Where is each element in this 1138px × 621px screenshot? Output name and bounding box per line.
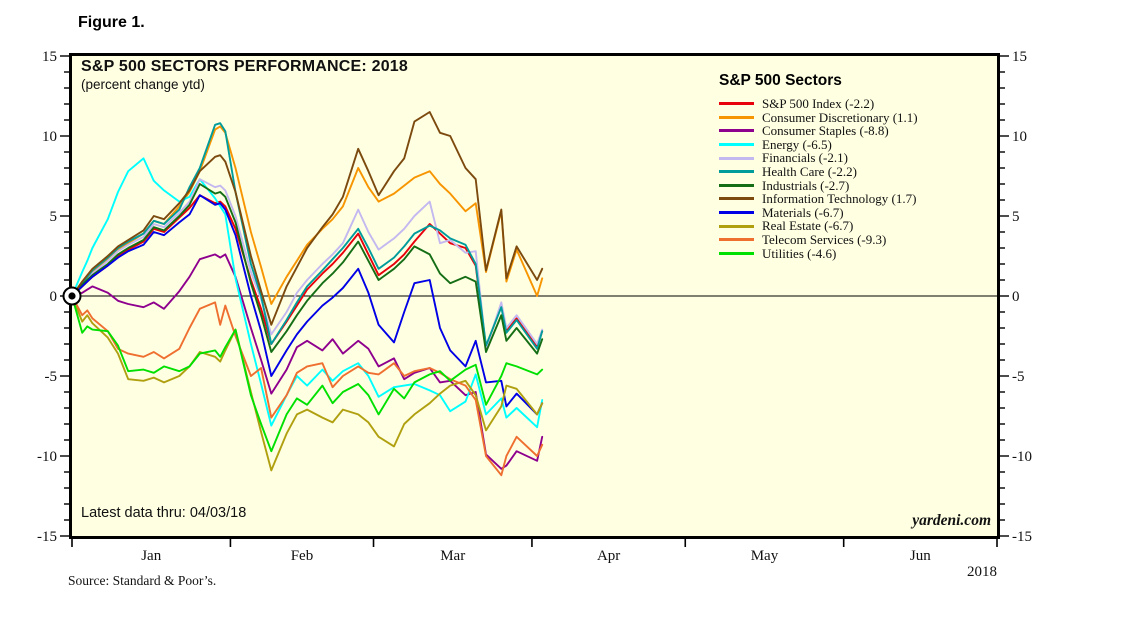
series-line (71, 295, 544, 477)
legend-label: Health Care (-2.2) (762, 163, 857, 179)
legend-label: Energy (-6.5) (762, 136, 832, 152)
svg-text:10: 10 (1012, 129, 1027, 145)
chart-subtitle: (percent change ytd) (81, 77, 205, 92)
series-line (71, 183, 544, 355)
svg-text:-10: -10 (37, 449, 57, 465)
legend-label: Industrials (-2.7) (762, 177, 850, 193)
legend: S&P 500 Sectors S&P 500 Index (-2.2) Cons… (719, 72, 918, 260)
source-note: Source: Standard & Poor’s. (68, 573, 217, 588)
legend-label: S&P 500 Index (-2.2) (762, 96, 875, 111)
legend-title: S&P 500 Sectors (719, 72, 842, 89)
svg-text:15: 15 (42, 49, 57, 65)
legend-item: Real Estate (-6.7) (719, 219, 918, 233)
legend-swatch (719, 238, 754, 242)
legend-item: Consumer Staples (-8.8) (719, 124, 918, 138)
svg-text:0: 0 (1012, 289, 1020, 305)
legend-swatch (719, 115, 754, 119)
legend-swatch (719, 143, 754, 147)
legend-item: Information Technology (1.7) (719, 192, 918, 206)
legend-item: Consumer Discretionary (1.1) (719, 109, 918, 125)
legend-swatch (719, 170, 754, 174)
series-line (71, 178, 544, 350)
svg-text:10: 10 (42, 129, 57, 145)
svg-text:-15: -15 (1012, 529, 1032, 545)
svg-text:Apr: Apr (597, 548, 620, 564)
legend-item: Industrials (-2.7) (719, 177, 918, 193)
series-line (71, 194, 544, 349)
svg-text:Feb: Feb (291, 548, 314, 564)
legend-items: S&P 500 Index (-2.2) Consumer Discretiona… (719, 97, 918, 260)
series-line (71, 111, 544, 326)
svg-text:15: 15 (1012, 49, 1027, 65)
legend-label: Information Technology (1.7) (762, 191, 917, 207)
svg-text:-10: -10 (1012, 449, 1032, 465)
series-line (71, 157, 544, 429)
series-line (71, 194, 544, 416)
legend-swatch (719, 183, 754, 187)
chart-title: S&P 500 SECTORS PERFORMANCE: 2018 (81, 58, 408, 75)
series-line (71, 295, 544, 472)
legend-label: Telecom Services (-9.3) (762, 231, 887, 247)
svg-text:5: 5 (50, 209, 58, 225)
figure-label: Figure 1. (78, 14, 145, 31)
legend-swatch (719, 251, 754, 255)
svg-text:Jun: Jun (910, 548, 931, 564)
series-line (71, 295, 544, 453)
legend-swatch (719, 129, 754, 133)
legend-swatch (719, 211, 754, 215)
legend-item: S&P 500 Index (-2.2) (719, 97, 918, 111)
svg-text:0: 0 (50, 289, 58, 305)
svg-text:-5: -5 (1012, 369, 1025, 385)
legend-label: Real Estate (-6.7) (762, 218, 854, 234)
legend-item: Telecom Services (-9.3) (719, 233, 918, 247)
legend-item: Energy (-6.5) (719, 138, 918, 152)
legend-item: Materials (-6.7) (719, 206, 918, 220)
svg-text:-5: -5 (45, 369, 58, 385)
legend-label: Materials (-6.7) (762, 204, 844, 220)
legend-label: Consumer Discretionary (1.1) (762, 109, 918, 125)
watermark: yardeni.com (912, 512, 991, 529)
legend-swatch (719, 102, 754, 106)
legend-label: Consumer Staples (-8.8) (762, 123, 889, 139)
legend-item: Financials (-2.1) (719, 151, 918, 165)
legend-label: Financials (-2.1) (762, 150, 848, 166)
legend-item: Health Care (-2.2) (719, 165, 918, 179)
svg-text:5: 5 (1012, 209, 1020, 225)
legend-item: Utilities (-4.6) (719, 245, 918, 261)
legend-swatch (719, 197, 754, 201)
svg-text:Jan: Jan (141, 548, 161, 564)
series-line (71, 253, 544, 470)
svg-text:Mar: Mar (440, 548, 465, 564)
svg-text:May: May (751, 548, 779, 564)
svg-text:2018: 2018 (967, 564, 997, 580)
legend-label: Utilities (-4.6) (762, 245, 837, 261)
series-line (71, 122, 544, 350)
latest-data-note: Latest data thru: 04/03/18 (81, 505, 247, 521)
svg-text:-15: -15 (37, 529, 57, 545)
legend-swatch (719, 224, 754, 228)
legend-swatch (719, 156, 754, 160)
